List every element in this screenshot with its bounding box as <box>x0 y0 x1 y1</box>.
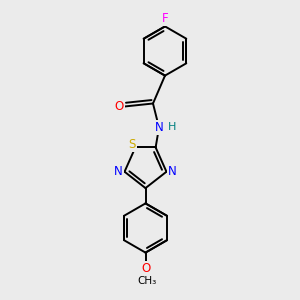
Text: S: S <box>129 138 136 151</box>
Text: CH₃: CH₃ <box>137 276 157 286</box>
Text: O: O <box>115 100 124 113</box>
Text: O: O <box>141 262 150 275</box>
Text: H: H <box>168 122 177 133</box>
Text: N: N <box>168 165 177 178</box>
Text: N: N <box>154 121 164 134</box>
Text: F: F <box>162 12 168 26</box>
Text: N: N <box>114 165 123 178</box>
